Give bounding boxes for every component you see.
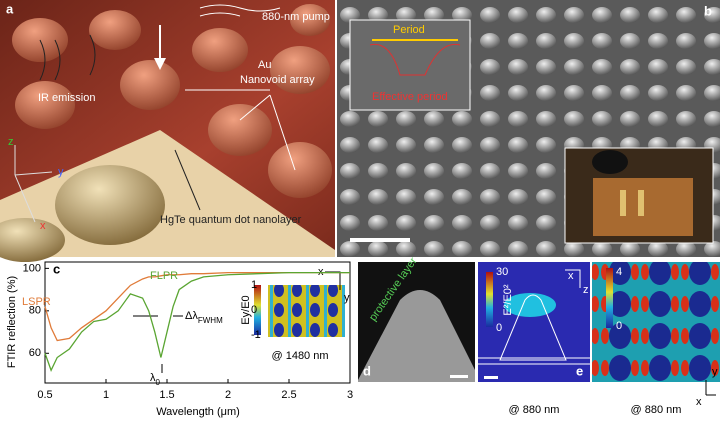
x-tick-label: 3 <box>347 389 353 401</box>
chart: c FTIR reflection (%) Wavelength (μm) λ0… <box>6 261 353 417</box>
colorbar-min: 0 <box>496 322 502 334</box>
period-label: Period <box>393 24 425 36</box>
field-hotspot <box>504 293 556 317</box>
panel-e: 30 0 E²/E0² x z e @ 880 nm <box>478 262 590 416</box>
x-tick-label: 1.5 <box>159 389 174 401</box>
pump-label: 880-nm pump <box>262 11 330 23</box>
colorbar <box>486 272 493 327</box>
field-map <box>592 262 720 382</box>
panel-label: e <box>576 363 583 378</box>
panel-label: c <box>53 261 60 276</box>
scale-bar <box>484 376 498 379</box>
caption: @ 880 nm <box>509 404 560 416</box>
panel-label: d <box>363 363 371 378</box>
panel-b: Period Effective period b <box>337 0 720 257</box>
axis-label: x <box>568 270 574 282</box>
x-tick-label: 2 <box>225 389 231 401</box>
annotation-text: Δλ <box>185 310 198 322</box>
inset-colorbar-tick: 0 <box>251 304 257 316</box>
x-tick-label: 1 <box>103 389 109 401</box>
emission-waves <box>39 34 96 81</box>
plot-frame <box>44 261 351 384</box>
axes <box>705 380 716 396</box>
series-label: FLPR <box>150 270 178 282</box>
gold-cone <box>55 165 165 245</box>
array-label: Nanovoid array <box>240 74 315 86</box>
annotation: ΔλFWHM <box>185 310 223 325</box>
layer-label: HgTe quantum dot nanolayer <box>160 214 302 226</box>
series-line <box>44 271 350 342</box>
axis-label: y <box>58 166 64 178</box>
inset-colorbar <box>254 285 261 335</box>
axis-label: z <box>8 136 14 148</box>
sample-strip <box>620 190 626 216</box>
cones <box>12 4 332 198</box>
scale-bar <box>450 375 468 378</box>
annotation-sub: FWHM <box>198 316 223 325</box>
annotation-text: λ <box>150 372 156 384</box>
scale-bar <box>350 238 410 242</box>
panel-label: a <box>6 1 14 16</box>
colorbar-min: 0 <box>616 320 622 332</box>
annotation: λ0 <box>150 372 161 387</box>
axis-label: x <box>696 396 702 408</box>
leader-line <box>174 149 201 211</box>
axis-label: x <box>40 220 46 232</box>
inset-axis-label: y <box>344 292 350 304</box>
x-axis-label: Wavelength (μm) <box>156 406 240 418</box>
array-label: Au <box>258 59 271 71</box>
series-label: LSPR <box>22 296 51 308</box>
layer-lines <box>478 357 590 365</box>
inset-colorbar-tick: 1 <box>251 279 257 291</box>
caption: @ 880 nm <box>631 404 682 416</box>
leader-lines <box>185 89 296 171</box>
photo-detail <box>592 150 628 174</box>
emission-label: IR emission <box>38 92 95 104</box>
y-tick-label: 100 <box>23 262 41 274</box>
y-tick-label: 80 <box>29 305 41 317</box>
y-axis-label: FTIR reflection (%) <box>6 276 18 368</box>
profile <box>369 43 461 76</box>
inset-colorbar-title: Ey/E0 <box>240 295 252 324</box>
sem-cone <box>358 290 475 382</box>
y-tick-label: 60 <box>29 347 41 359</box>
axis-label: z <box>583 284 589 296</box>
panel-label: b <box>704 3 712 18</box>
gold-cone <box>0 218 65 262</box>
pump-arrowhead <box>154 58 166 70</box>
cone-outline <box>499 294 567 361</box>
colorbar-title: E²/E0² <box>502 284 514 316</box>
panel-a: a 880-nm pump Au Nanovoid array IR emiss… <box>0 0 335 262</box>
axis-label: y <box>712 366 718 378</box>
series-line <box>44 271 350 372</box>
axes <box>565 269 581 288</box>
axis-arrows <box>14 145 53 223</box>
sample-strip <box>638 190 644 216</box>
sem-inset <box>349 19 471 111</box>
colorbar-max: 30 <box>496 266 508 278</box>
x-tick-label: 2.5 <box>281 389 296 401</box>
annotation-sub: 0 <box>156 378 161 387</box>
x-tick-label: 0.5 <box>37 389 52 401</box>
inset-colorbar-tick: -1 <box>251 329 261 341</box>
pump-wave <box>199 4 281 17</box>
field-map <box>478 262 590 382</box>
inset-caption: @ 1480 nm <box>271 350 328 362</box>
effective-period-label: Effective period <box>372 91 448 103</box>
panel-f: 4 0 y x @ 880 nm <box>592 262 720 416</box>
inset-field-map <box>268 285 345 337</box>
colorbar-max: 4 <box>616 266 622 278</box>
annotation-arrows <box>133 315 183 373</box>
inset-axis-label: x <box>318 266 324 278</box>
panel-d: protective layer d <box>358 255 475 382</box>
colorbar <box>606 268 613 328</box>
